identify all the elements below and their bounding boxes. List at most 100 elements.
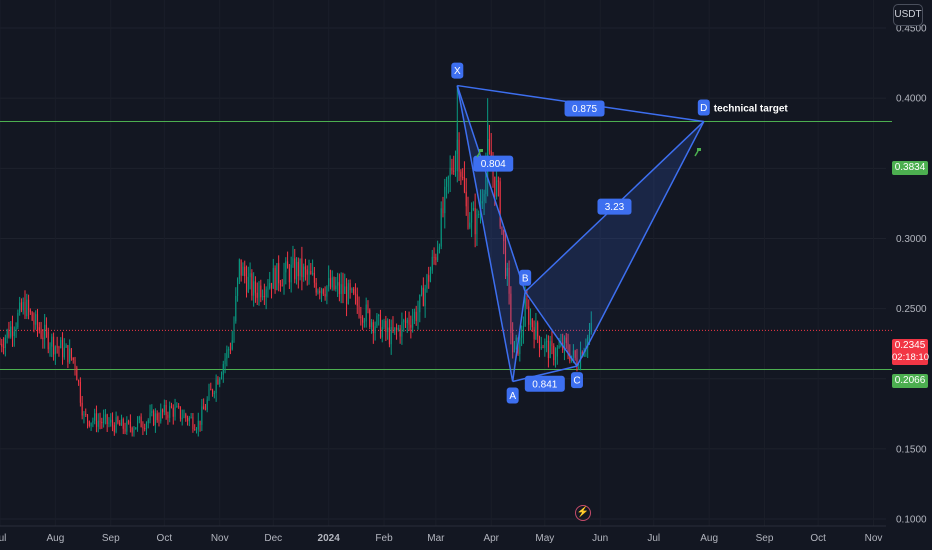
price-tick-label: 0.4500 <box>896 24 927 35</box>
candle-body <box>360 316 362 318</box>
candle-body <box>270 283 273 289</box>
candle-body <box>235 295 237 322</box>
candle-body <box>22 301 24 311</box>
candle-body <box>240 259 242 276</box>
candle-body <box>385 320 387 332</box>
svg-text:3.23: 3.23 <box>605 202 625 213</box>
candle-body <box>590 322 592 332</box>
candle-body <box>546 340 548 342</box>
candle-body <box>555 356 557 361</box>
candle-body <box>415 311 417 322</box>
candle-body <box>340 284 342 294</box>
candle-body <box>83 413 85 416</box>
candle-body <box>329 278 331 288</box>
candle-body <box>35 314 37 325</box>
candle-body <box>11 326 14 336</box>
candle-body <box>478 214 480 216</box>
candle-body <box>78 380 80 382</box>
candle-body <box>156 413 158 421</box>
price-axis: 0.45000.40000.35000.30000.25000.20000.15… <box>896 24 927 526</box>
candle-body <box>412 318 414 328</box>
candle-body <box>237 278 239 296</box>
candle-body <box>297 261 299 277</box>
candle-body <box>4 337 6 348</box>
candle-body <box>115 417 117 433</box>
candle-body <box>54 346 56 355</box>
candle-body <box>110 419 112 423</box>
candle-body <box>481 201 483 204</box>
candle-body <box>88 421 90 427</box>
svg-text:C: C <box>573 376 580 387</box>
candle-body <box>338 282 340 294</box>
candle-body <box>410 324 412 328</box>
candle-body <box>290 264 292 283</box>
last-price-tag: 0.2345 02:18:10 <box>892 339 929 365</box>
candle-body <box>242 266 244 276</box>
candle-body <box>247 276 249 292</box>
candle-body <box>274 267 276 291</box>
candle-body <box>440 208 442 247</box>
candle-body <box>254 281 256 293</box>
candle-body <box>122 419 124 429</box>
candle-body <box>488 138 490 151</box>
ratio-bd: 3.23 <box>597 198 632 215</box>
candle-body <box>326 286 328 297</box>
candle-body <box>15 327 17 332</box>
time-tick-label: Jul <box>0 533 6 544</box>
candle-body <box>65 345 67 348</box>
lightning-icon[interactable]: ⚡ <box>575 505 591 521</box>
candle-body <box>424 288 426 307</box>
candle-body <box>176 406 178 408</box>
candle-body <box>576 357 578 369</box>
candle-body <box>29 310 31 313</box>
pattern-point-d: D <box>697 99 710 116</box>
candle-body <box>120 419 123 426</box>
candle-body <box>358 305 360 317</box>
candle-body <box>458 139 460 172</box>
candle-body <box>376 315 378 327</box>
candle-body <box>404 320 407 324</box>
candle-body <box>497 180 499 182</box>
candle-body <box>313 272 315 283</box>
candle-body <box>33 320 35 325</box>
candle-body <box>138 416 140 420</box>
flag-icon <box>694 148 701 157</box>
candle-body <box>537 322 539 337</box>
candle-body <box>167 414 169 418</box>
candle-body <box>165 404 167 415</box>
candle-body <box>503 229 505 242</box>
candle-body <box>90 422 92 427</box>
candle-body <box>99 420 101 422</box>
candle-body <box>197 420 199 430</box>
candle-body <box>399 328 401 337</box>
currency-button[interactable]: USDT <box>893 4 923 26</box>
candle-body <box>201 406 203 425</box>
candle-body <box>113 425 115 433</box>
candle-body <box>442 208 444 214</box>
candle-body <box>85 413 87 415</box>
candle-body <box>574 350 576 358</box>
candle-body <box>306 269 308 275</box>
candle-body <box>320 289 323 294</box>
candle-body <box>465 191 467 207</box>
candle-body <box>238 259 240 279</box>
candle-body <box>195 429 198 431</box>
candle-body <box>185 414 187 418</box>
candle-body <box>212 389 214 394</box>
candle-body <box>578 367 580 369</box>
candle-body <box>219 378 221 385</box>
candle-body <box>154 413 156 425</box>
candle-body <box>76 367 78 381</box>
candle-body <box>60 340 62 349</box>
candle-body <box>47 331 49 350</box>
candle-body <box>413 311 415 319</box>
candle-body <box>183 414 185 418</box>
candle-body <box>379 314 382 338</box>
candle-body <box>374 326 376 334</box>
candle-body <box>229 349 231 351</box>
candle-body <box>372 322 374 334</box>
candle-body <box>265 289 267 298</box>
candle-body <box>217 379 219 385</box>
candle-body <box>344 286 346 294</box>
